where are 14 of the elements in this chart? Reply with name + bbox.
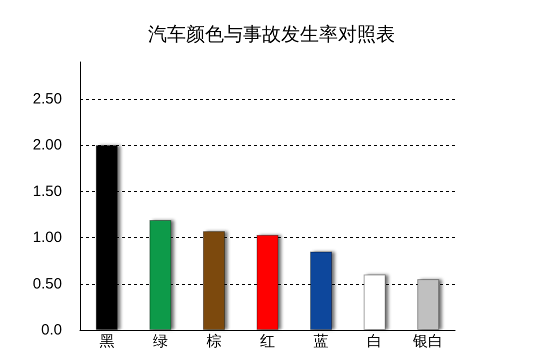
x-tick-label: 棕	[206, 333, 222, 350]
y-tick-label: 0.50	[32, 275, 62, 292]
y-tick-label: 0.0	[41, 322, 62, 338]
x-tick-label: 蓝	[314, 333, 329, 350]
x-tick-label: 银白	[412, 333, 444, 350]
y-tick-label: 1.50	[32, 182, 62, 200]
x-tick-label: 绿	[152, 333, 168, 350]
y-tick-label: 1.00	[32, 229, 62, 246]
x-tick-label: 白	[367, 333, 382, 350]
x-tick-label: 红	[260, 333, 275, 350]
y-tick-label: 2.00	[32, 136, 62, 154]
chart-title: 汽车颜色与事故发生率对照表	[148, 24, 395, 46]
x-tick-label: 黑	[99, 333, 114, 350]
y-tick-label: 2.50	[32, 90, 62, 108]
